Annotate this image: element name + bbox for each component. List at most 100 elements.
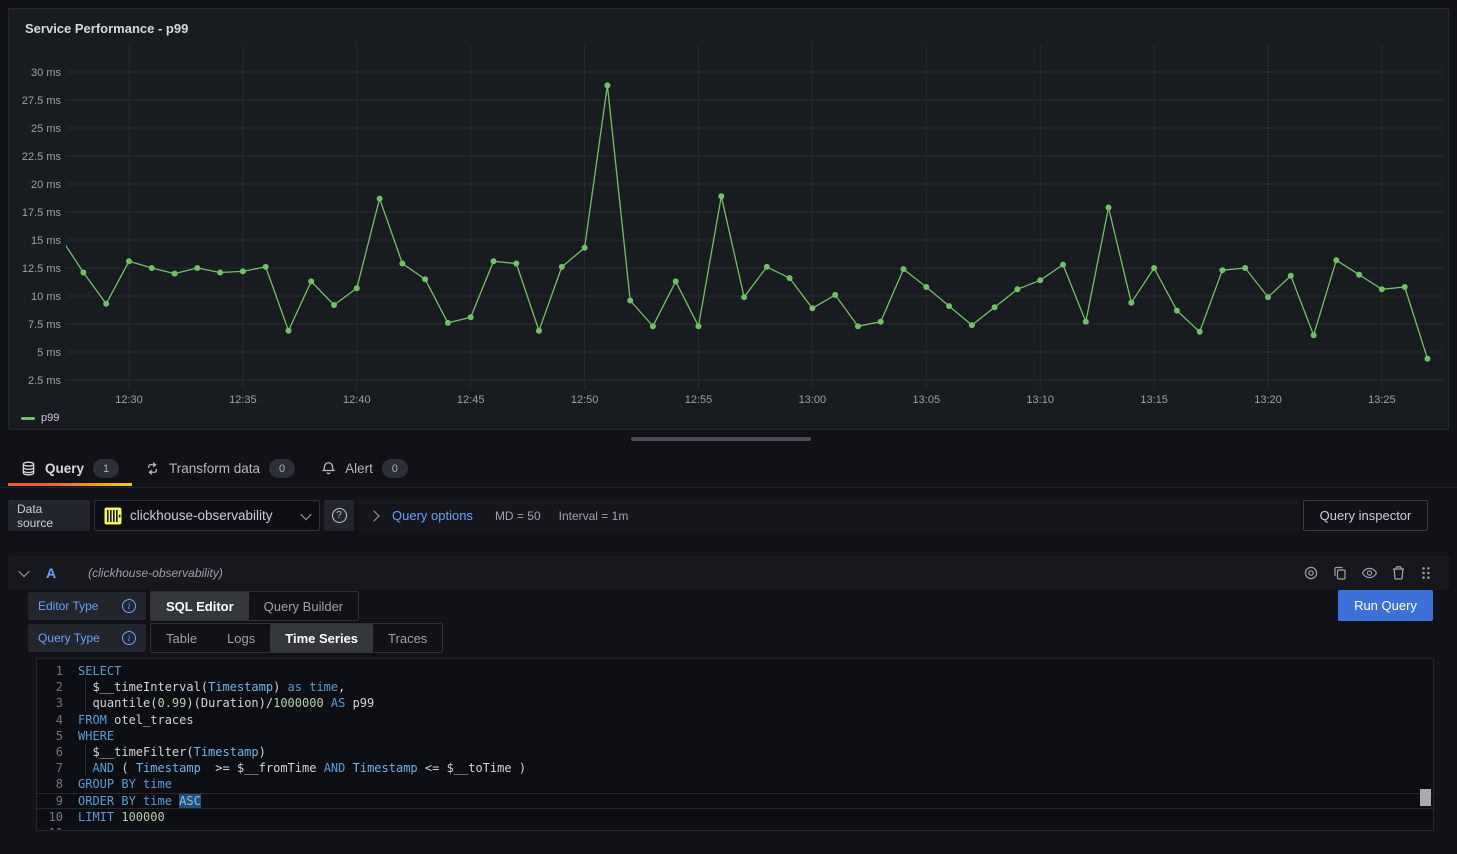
data-point[interactable]: [422, 276, 429, 283]
data-point[interactable]: [353, 285, 360, 292]
code-line-8[interactable]: 8 GROUP BY time: [37, 776, 1433, 792]
sql-code-editor[interactable]: 1 SELECT 2 $__timeInterval(Timestamp) as t…: [36, 658, 1434, 831]
data-point[interactable]: [695, 323, 702, 330]
data-point[interactable]: [1014, 286, 1021, 293]
data-point[interactable]: [399, 260, 406, 267]
data-point[interactable]: [627, 297, 634, 304]
data-point[interactable]: [1105, 204, 1112, 211]
data-point[interactable]: [581, 244, 588, 251]
tab-query[interactable]: Query 1: [8, 452, 133, 486]
data-point[interactable]: [672, 278, 679, 285]
code-line-1[interactable]: 1 SELECT: [37, 663, 1433, 679]
query-type-traces[interactable]: Traces: [388, 630, 428, 646]
editor-type-query-builder[interactable]: Query Builder: [263, 598, 344, 614]
data-point[interactable]: [1356, 271, 1363, 278]
data-point[interactable]: [1265, 294, 1271, 301]
data-point[interactable]: [1310, 332, 1317, 339]
data-point[interactable]: [1151, 265, 1158, 271]
query-inspector-button[interactable]: Query inspector: [1303, 500, 1428, 531]
data-point[interactable]: [148, 265, 155, 271]
data-point[interactable]: [444, 319, 451, 326]
run-query-button[interactable]: Run Query: [1338, 590, 1433, 621]
data-point[interactable]: [285, 327, 292, 334]
data-point[interactable]: [194, 265, 201, 271]
data-point[interactable]: [1333, 257, 1340, 264]
data-point[interactable]: [832, 291, 839, 298]
info-icon[interactable]: i: [122, 631, 136, 645]
data-point[interactable]: [991, 304, 998, 311]
data-point[interactable]: [1173, 307, 1180, 314]
data-point[interactable]: [604, 82, 611, 89]
data-point[interactable]: [877, 318, 884, 325]
data-point[interactable]: [376, 195, 383, 202]
data-point[interactable]: [262, 263, 269, 270]
editor-type-sql-editor[interactable]: SQL Editor: [151, 592, 249, 620]
code-line-4[interactable]: 4 FROM otel_traces: [37, 712, 1433, 728]
code-line-3[interactable]: 3 quantile(0.99)(Duration)/1000000 AS p9…: [37, 695, 1433, 712]
code-line-5[interactable]: 5 WHERE: [37, 728, 1433, 744]
data-point[interactable]: [217, 269, 224, 276]
data-point[interactable]: [1219, 267, 1226, 274]
data-point[interactable]: [1287, 272, 1294, 279]
data-point[interactable]: [1401, 284, 1408, 290]
query-options-bar[interactable]: Query options MD = 50 Interval = 1m: [358, 500, 1300, 531]
code-line-2[interactable]: 2 $__timeInterval(Timestamp) as time,: [37, 679, 1433, 696]
query-type-logs[interactable]: Logs: [227, 630, 256, 646]
data-point[interactable]: [1060, 261, 1066, 268]
data-point[interactable]: [1128, 299, 1135, 306]
data-point[interactable]: [239, 268, 246, 275]
data-point[interactable]: [923, 284, 930, 290]
tab-transform-data[interactable]: Transform data 0: [132, 452, 308, 485]
data-point[interactable]: [80, 269, 87, 276]
legend-label[interactable]: p99: [41, 412, 60, 424]
duplicate-query-icon[interactable]: [1332, 565, 1348, 581]
data-point[interactable]: [763, 263, 770, 270]
data-point[interactable]: [171, 270, 178, 277]
code-line-9[interactable]: 9 ORDER BY time ASC: [37, 793, 1433, 809]
data-point[interactable]: [513, 260, 520, 267]
code-line-11[interactable]: 11: [37, 825, 1433, 830]
info-icon[interactable]: i: [122, 599, 136, 613]
data-point[interactable]: [968, 322, 975, 329]
data-point[interactable]: [103, 300, 110, 307]
data-point[interactable]: [1196, 328, 1203, 335]
drag-handle-icon[interactable]: [1419, 565, 1433, 581]
data-point[interactable]: [1378, 286, 1385, 293]
code-line-10[interactable]: 10 LIMIT 100000: [37, 809, 1433, 825]
code-line-7[interactable]: 7 AND ( Timestamp >= $__fromTime AND Tim…: [37, 760, 1433, 777]
delete-query-trash-icon[interactable]: [1391, 565, 1406, 581]
data-point[interactable]: [1037, 277, 1044, 284]
data-point[interactable]: [558, 263, 565, 270]
query-type-time-series[interactable]: Time Series: [270, 624, 374, 652]
disable-query-icon[interactable]: [1303, 565, 1319, 581]
panel-title[interactable]: Service Performance - p99: [25, 21, 189, 36]
data-point[interactable]: [308, 278, 315, 285]
data-point[interactable]: [946, 303, 953, 310]
tab-alert[interactable]: Alert 0: [308, 452, 421, 485]
splitter-drag-handle[interactable]: [631, 437, 811, 441]
data-point[interactable]: [331, 302, 337, 308]
data-point[interactable]: [1242, 265, 1249, 271]
datasource-help-button[interactable]: ?: [324, 500, 354, 531]
datasource-picker[interactable]: clickhouse-observability: [94, 500, 320, 531]
data-point[interactable]: [786, 275, 793, 282]
query-type-table[interactable]: Table: [166, 630, 198, 646]
data-point[interactable]: [467, 314, 474, 321]
hide-response-eye-icon[interactable]: [1361, 565, 1378, 581]
code-line-6[interactable]: 6 $__timeFilter(Timestamp): [37, 743, 1433, 761]
query-options-toggle[interactable]: Query options: [392, 508, 473, 523]
data-point[interactable]: [490, 258, 497, 265]
timeseries-chart[interactable]: 12:30 12:35 12:40 12:45 12:50 12:55 13:00 13:05…: [9, 9, 1450, 431]
data-point[interactable]: [741, 294, 748, 301]
collapse-chevron-icon[interactable]: [18, 565, 30, 578]
data-point[interactable]: [536, 327, 542, 334]
data-point[interactable]: [900, 266, 907, 273]
data-point[interactable]: [809, 305, 816, 312]
data-point[interactable]: [649, 323, 656, 330]
data-point[interactable]: [1082, 318, 1089, 325]
query-row-header[interactable]: A (clickhouse-observability): [8, 556, 1449, 590]
data-point[interactable]: [718, 193, 725, 200]
data-point[interactable]: [855, 323, 861, 330]
data-point[interactable]: [1424, 355, 1431, 362]
data-point[interactable]: [126, 258, 132, 265]
